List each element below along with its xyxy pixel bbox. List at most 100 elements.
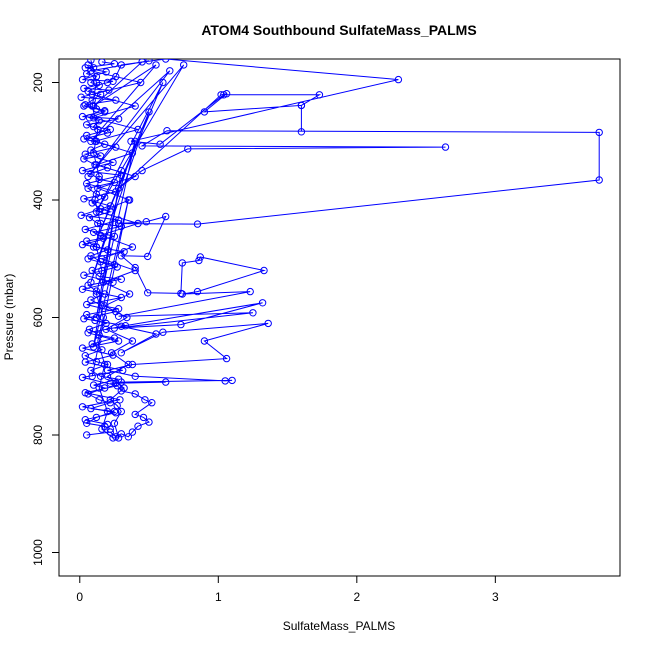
data-point [107, 349, 116, 357]
data-point [159, 78, 167, 87]
y-tick-label: 200 [31, 72, 45, 92]
data-point [92, 243, 101, 251]
data-point [84, 184, 92, 193]
y-tick-label: 1000 [31, 539, 45, 566]
x-tick-label: 2 [353, 590, 360, 604]
data-point [80, 102, 88, 110]
data-point [116, 396, 124, 404]
data-point [131, 102, 139, 110]
data-point [78, 112, 87, 121]
data-point [77, 211, 85, 220]
data-point [156, 140, 164, 148]
data-point [166, 67, 174, 75]
y-tick-label: 400 [31, 190, 45, 210]
data-point [162, 378, 170, 386]
chart-title: ATOM4 Southbound SulfateMass_PALMS [201, 22, 476, 38]
data-point [89, 102, 98, 110]
data-point [95, 172, 103, 181]
data-point [138, 59, 146, 66]
data-point [109, 77, 117, 86]
data-point [595, 176, 603, 184]
data-point [124, 196, 133, 204]
data-point [162, 59, 170, 63]
data-point [595, 128, 603, 137]
data-point [152, 330, 160, 338]
data-point [92, 290, 101, 298]
data-point [124, 433, 133, 441]
data-point [95, 208, 103, 216]
data-point [92, 78, 101, 87]
data-point [95, 272, 103, 281]
data-point [195, 256, 203, 265]
data-point [98, 425, 106, 433]
data-point [101, 360, 109, 369]
data-point [83, 121, 91, 129]
data-point [148, 399, 156, 407]
data-point [81, 225, 90, 234]
data-point [162, 212, 170, 221]
data-point [83, 431, 91, 439]
data-point [98, 59, 106, 66]
data-point [131, 137, 139, 146]
data-point [92, 313, 101, 322]
data-point [78, 75, 87, 84]
data-point [177, 289, 185, 298]
data-point [177, 320, 185, 329]
data-point [89, 114, 98, 122]
data-point [137, 78, 145, 87]
data-point [101, 302, 109, 310]
data-point [144, 289, 152, 297]
data-point [264, 319, 272, 328]
data-point [128, 428, 137, 436]
data-point [260, 266, 268, 275]
data-point [117, 407, 126, 416]
data-point [159, 328, 167, 336]
data-point [163, 127, 171, 135]
data-point [297, 128, 306, 136]
data-point [128, 243, 137, 251]
data-point [92, 161, 101, 169]
data-point [101, 140, 109, 148]
data-point [87, 137, 95, 146]
data-point [102, 325, 110, 333]
data-point [78, 166, 87, 175]
data-point [117, 349, 126, 357]
data-point [228, 376, 236, 385]
data-point [87, 59, 95, 64]
data-point [80, 271, 88, 279]
data-point [110, 419, 119, 427]
data-point [124, 360, 133, 369]
series-line-1 [86, 59, 600, 438]
data-point [78, 373, 87, 382]
data-point [102, 68, 110, 76]
data-point [144, 252, 152, 261]
data-point [78, 285, 87, 293]
data-point [92, 208, 101, 216]
data-point [103, 372, 112, 380]
data-point [87, 278, 95, 286]
data-point [96, 231, 105, 240]
data-point [88, 372, 96, 380]
series-line-3 [81, 61, 126, 425]
data-point [83, 300, 91, 309]
data-point [184, 145, 192, 153]
data-point [222, 354, 231, 363]
data-point [89, 149, 98, 157]
data-point [220, 91, 228, 99]
data-point [152, 61, 160, 69]
data-point [87, 296, 95, 304]
data-point [193, 287, 202, 296]
data-point [94, 184, 102, 193]
plot-frame [58, 58, 621, 577]
data-point [101, 107, 109, 115]
data-point [80, 315, 88, 323]
data-point [81, 64, 90, 72]
data-point [123, 313, 131, 322]
data-point [121, 322, 130, 330]
data-point [84, 172, 92, 181]
data-point [103, 78, 112, 87]
x-tick-label: 0 [76, 590, 83, 604]
data-point [96, 90, 105, 99]
data-point [114, 337, 123, 345]
